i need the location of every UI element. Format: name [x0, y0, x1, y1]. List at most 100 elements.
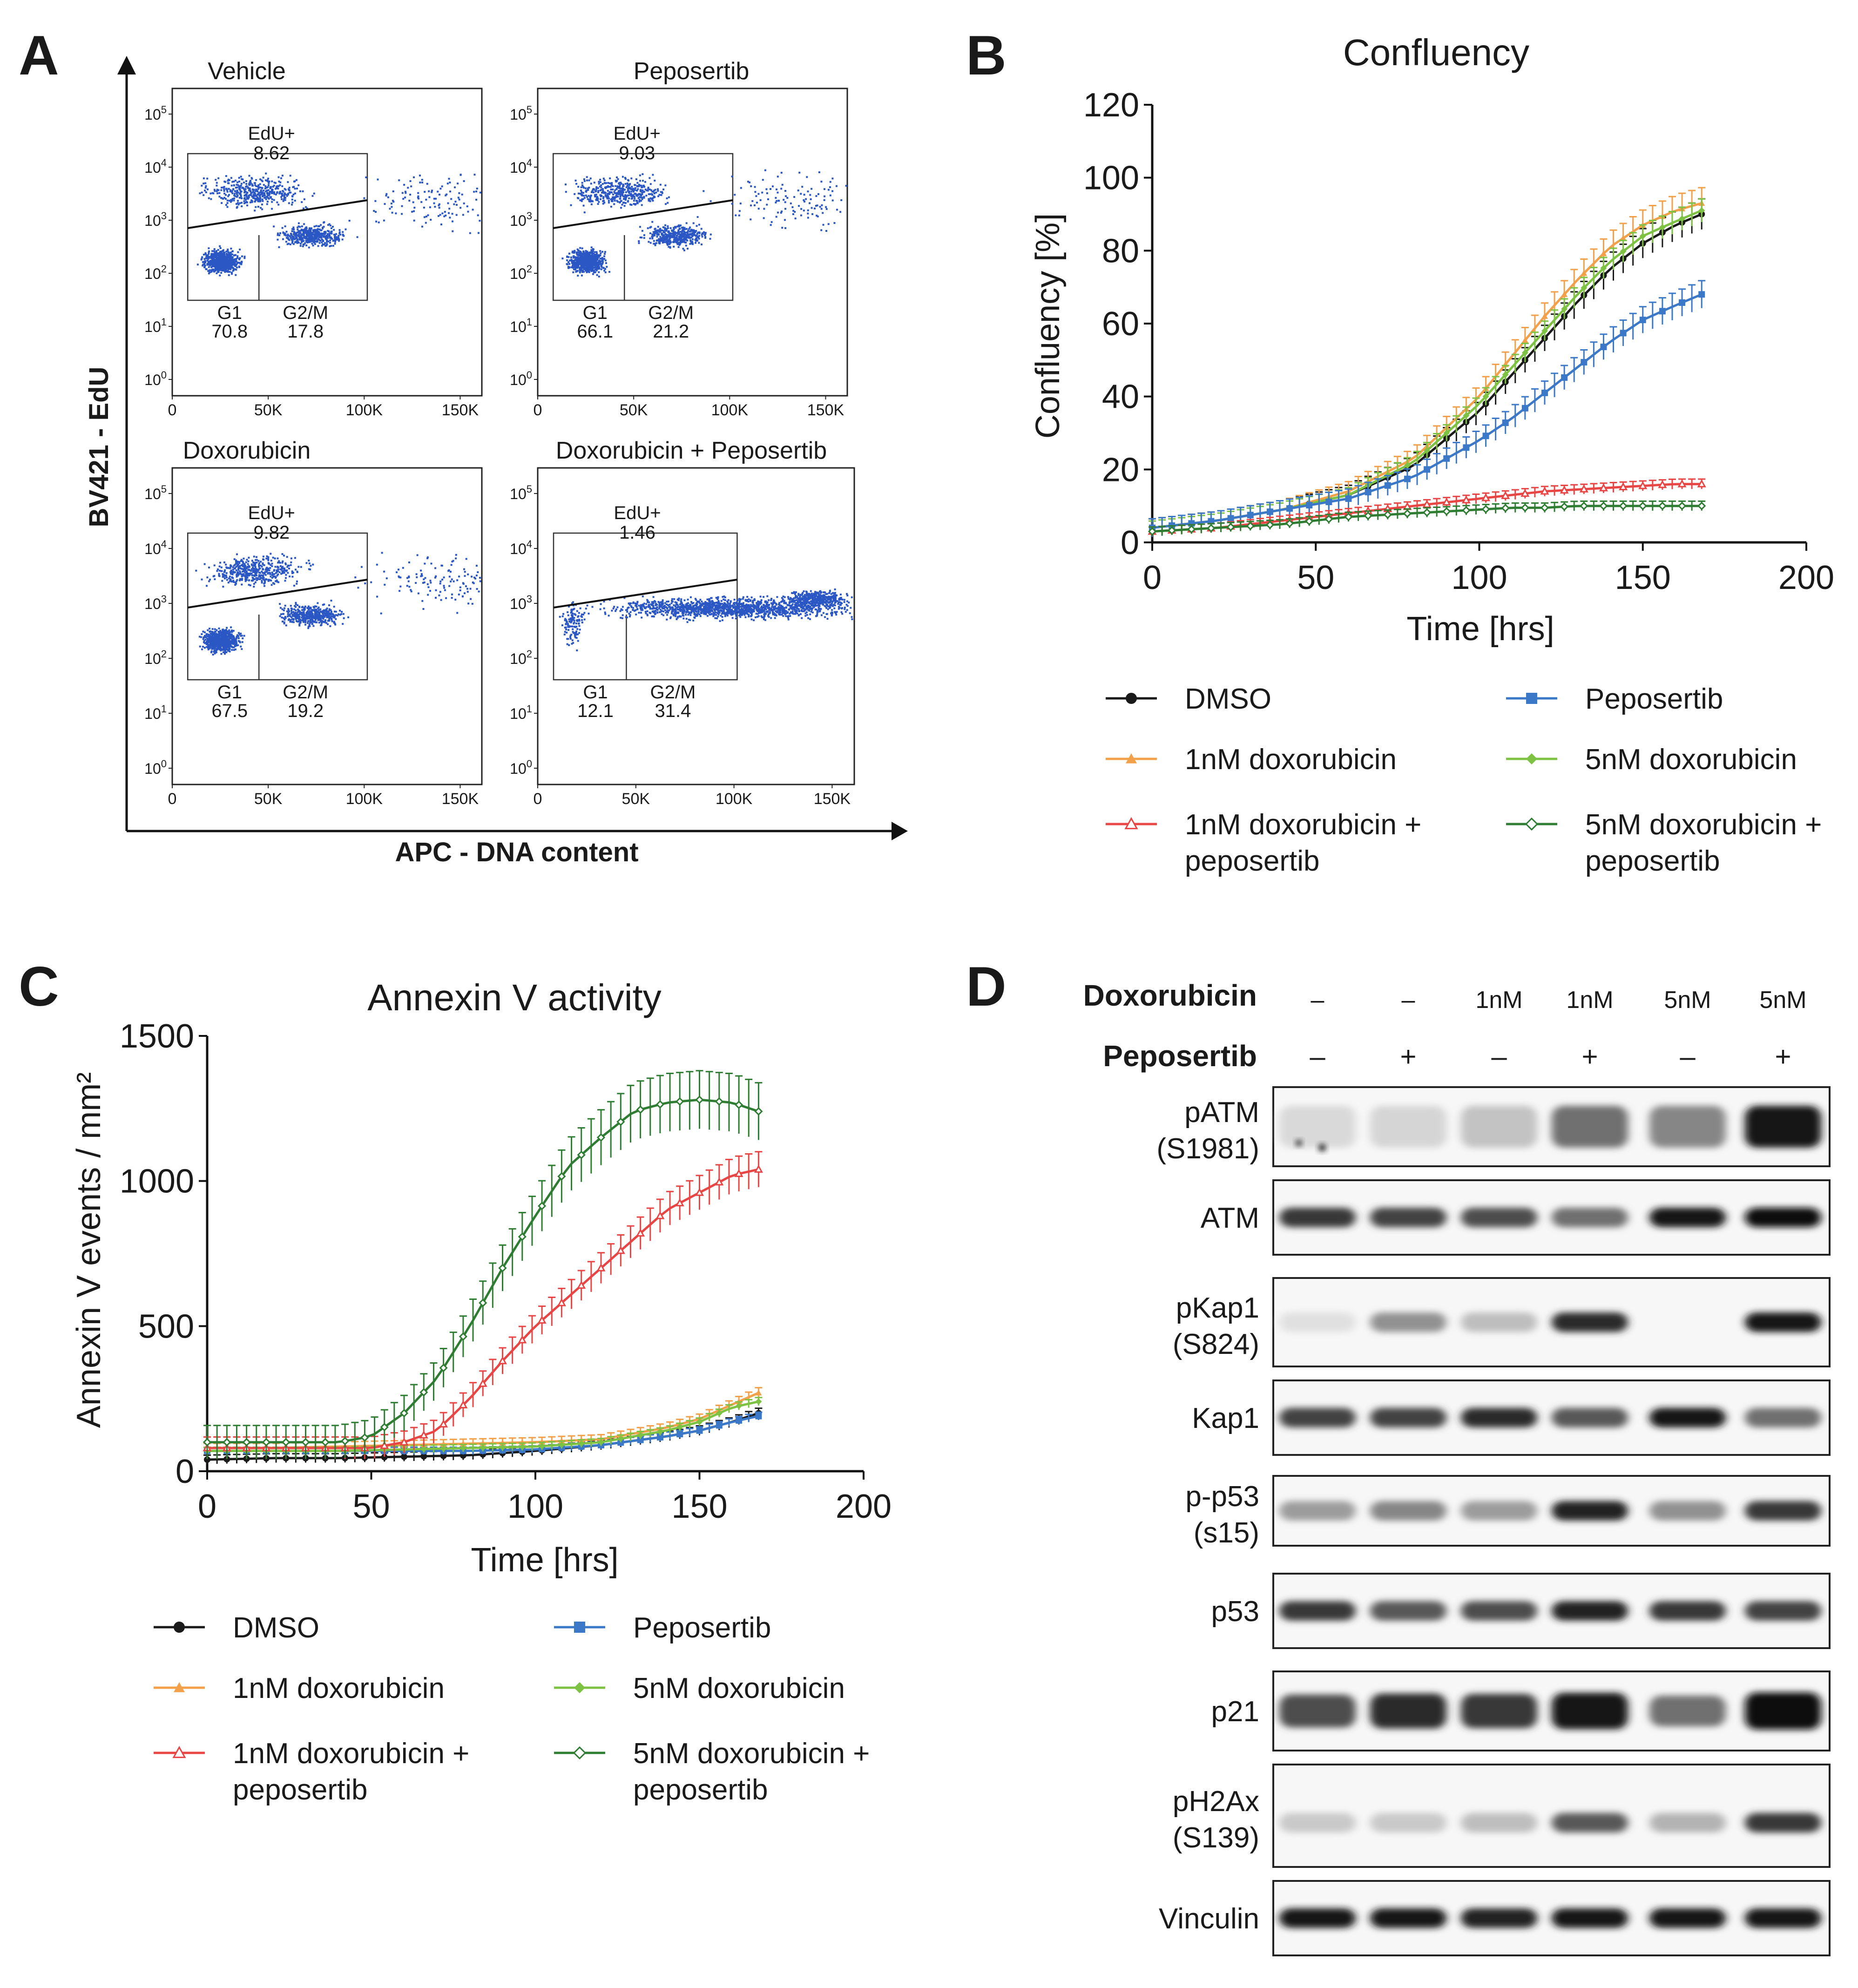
- data-point: [1383, 510, 1392, 519]
- data-point: [1541, 313, 1548, 319]
- data-point: [537, 1315, 547, 1324]
- legend-label: 1nM doxorubicin +: [1185, 809, 1421, 841]
- data-point: [440, 1452, 447, 1459]
- data-point: [1658, 501, 1667, 510]
- data-point: [480, 1444, 486, 1451]
- data-point: [1697, 479, 1706, 487]
- data-point: [321, 1438, 330, 1447]
- blot-frame: [1272, 1179, 1831, 1256]
- data-point: [203, 1438, 212, 1447]
- data-point: [1344, 513, 1353, 521]
- data-point: [1541, 389, 1548, 396]
- g1-value: 70.8: [211, 321, 248, 342]
- data-point: [1246, 521, 1255, 530]
- flow-y-tick-label: 103: [510, 210, 532, 229]
- data-point: [282, 1438, 291, 1447]
- data-point: [1541, 327, 1548, 334]
- g2m-value: 31.4: [655, 701, 691, 721]
- data-point: [1207, 524, 1216, 533]
- legend-item: DMSO: [154, 1612, 319, 1644]
- data-point: [301, 1438, 310, 1447]
- flow-x-tick-label: 150K: [807, 401, 845, 419]
- data-point: [498, 1356, 507, 1365]
- data-point: [1638, 501, 1647, 510]
- blot-band: [1461, 1908, 1537, 1928]
- blot-band: [1370, 1312, 1446, 1332]
- data-point: [1520, 503, 1529, 512]
- panel-d-letter: D: [966, 955, 1007, 1018]
- data-point: [262, 1438, 271, 1447]
- data-point: [1502, 371, 1509, 378]
- panel-a-ylabel: BV421 - EdU: [84, 367, 114, 527]
- data-point: [518, 1232, 527, 1241]
- flow-y-tick-label: 101: [510, 703, 532, 722]
- data-point: [1580, 501, 1588, 510]
- data-point: [419, 1388, 428, 1397]
- g1-label: G1: [217, 682, 242, 703]
- blot-band: [1552, 1601, 1628, 1621]
- flow-plot-title: Doxorubicin + Peposertib: [556, 437, 827, 464]
- panel-a-letter: A: [19, 24, 59, 87]
- data-point: [1697, 501, 1706, 510]
- blot-frame: [1272, 1880, 1831, 1956]
- flow-x-tick-label: 0: [534, 790, 542, 808]
- blot-band: [1279, 1312, 1356, 1332]
- edu-label: EdU+: [614, 123, 661, 144]
- y-tick-label: 60: [1102, 305, 1139, 343]
- data-point: [1364, 511, 1372, 520]
- blot-band: [1649, 1501, 1726, 1521]
- legend-item: DMSO: [1106, 683, 1271, 715]
- legend-label: Peposertib: [1585, 683, 1723, 715]
- doxorubicin-value: –: [1311, 987, 1324, 1014]
- data-point: [439, 1419, 448, 1428]
- blot-band: [1552, 1501, 1628, 1521]
- blot-label: pKap1: [1176, 1292, 1259, 1324]
- doxorubicin-value: 5nM: [1664, 987, 1711, 1014]
- blot-band: [1745, 1908, 1821, 1928]
- flow-plots: Vehicle 100 101 102 103 104 105 0 50K 100K 150K EdU…: [144, 58, 855, 808]
- x-tick-label: 200: [836, 1488, 892, 1525]
- blot-label: ATM: [1201, 1202, 1259, 1234]
- blot-band: [1745, 1408, 1821, 1427]
- blot-kap1: Kap1: [1192, 1379, 1831, 1456]
- legend-item: 1nM doxorubicin + peposertib: [154, 1738, 469, 1806]
- data-point: [360, 1433, 369, 1442]
- peposertib-value: –: [1310, 1041, 1325, 1072]
- data-point: [675, 1198, 684, 1207]
- x-tick-label: 150: [671, 1488, 727, 1525]
- g1-label: G1: [583, 303, 608, 323]
- data-point: [656, 1434, 663, 1441]
- edu-value: 1.46: [619, 522, 655, 543]
- blot-band: [1552, 1312, 1628, 1332]
- flow-y-tick-label: 104: [144, 157, 167, 176]
- y-tick-label: 120: [1083, 87, 1139, 124]
- data-point: [695, 1188, 704, 1196]
- blot-band: [1649, 1695, 1726, 1727]
- data-point: [1679, 299, 1686, 306]
- data-point: [557, 1298, 566, 1306]
- y-tick-label: 40: [1102, 379, 1139, 416]
- data-point: [1126, 693, 1137, 704]
- blot-label: Vinculin: [1159, 1903, 1259, 1935]
- flow-y-tick-label: 100: [510, 758, 532, 777]
- peposertib-row-label: Peposertib: [1103, 1039, 1257, 1073]
- blot-band: [1461, 1408, 1537, 1427]
- blot-label-line2: (S1981): [1156, 1133, 1259, 1165]
- data-point: [1520, 488, 1530, 497]
- data-point: [695, 1095, 704, 1104]
- g2m-label: G2/M: [283, 303, 328, 323]
- data-point: [1325, 499, 1332, 506]
- data-point: [1659, 224, 1666, 231]
- doxorubicin-value: 5nM: [1759, 987, 1806, 1014]
- flow-dots: [561, 169, 847, 277]
- data-point: [419, 1430, 428, 1439]
- data-point: [1677, 501, 1687, 510]
- data-point: [1600, 264, 1607, 271]
- legend-label: 1nM doxorubicin +: [233, 1738, 469, 1770]
- edu-label: EdU+: [248, 503, 295, 523]
- data-point: [499, 1444, 506, 1451]
- flow-y-tick-label: 103: [144, 593, 167, 612]
- doxorubicin-value: 1nM: [1475, 987, 1522, 1014]
- blot-band: [1649, 1908, 1726, 1928]
- blot-artifact: [1318, 1144, 1326, 1151]
